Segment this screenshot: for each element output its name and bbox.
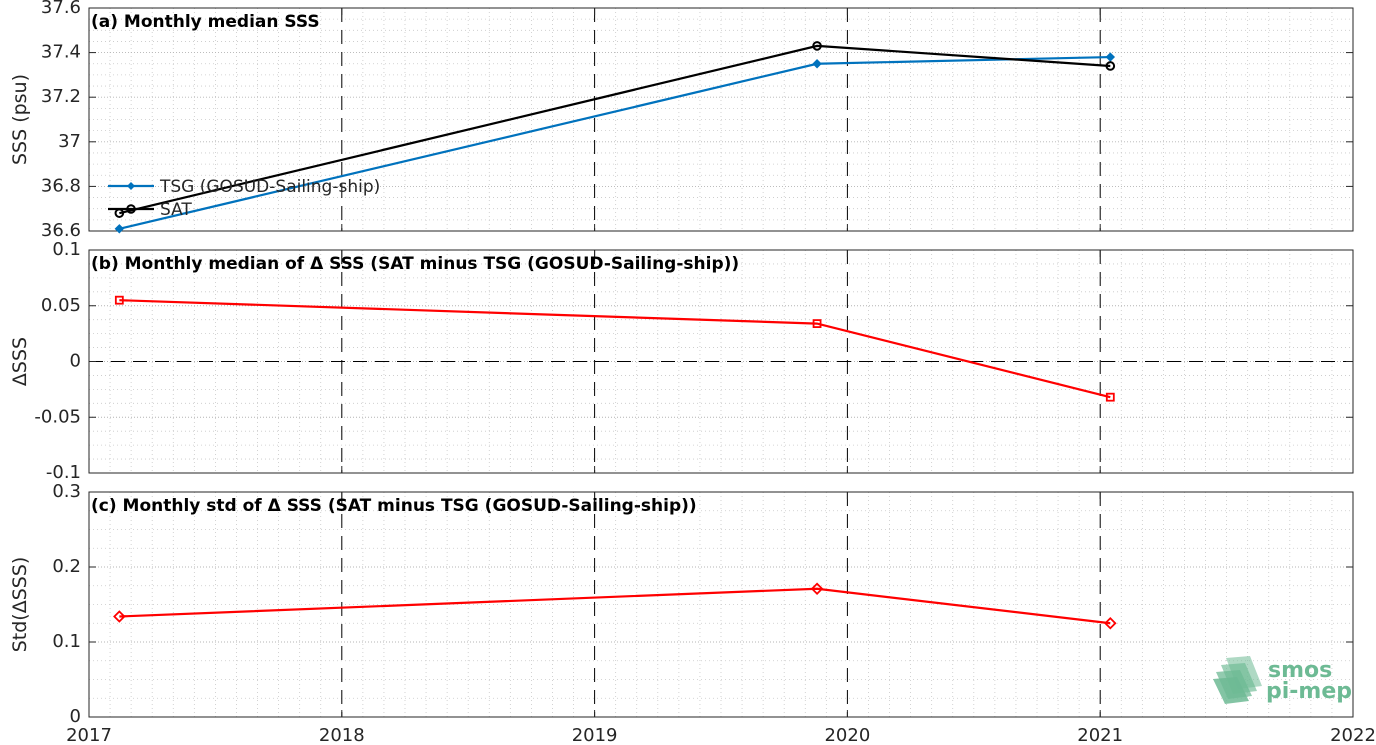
data-point bbox=[113, 610, 126, 623]
y-tick-label: -0.05 bbox=[34, 406, 81, 427]
panel-delta-sss: -0.1 -0.05 0 0.05 0.1 ΔSSS (b) Monthly median … bbox=[9, 239, 1354, 483]
y-axis-label: Std(ΔSSS) bbox=[9, 557, 31, 653]
axes-box bbox=[88, 491, 1354, 718]
legend-marker bbox=[126, 204, 136, 214]
legend: TSG (GOSUD-Sailing-ship) SAT bbox=[108, 177, 380, 220]
x-tick-label: 2019 bbox=[572, 725, 618, 745]
legend-label: SAT bbox=[160, 200, 192, 220]
panel-title: (c) Monthly std of Δ SSS (SAT minus TSG … bbox=[91, 496, 697, 516]
data-point bbox=[114, 295, 124, 305]
y-tick-label: 0.2 bbox=[52, 556, 81, 577]
panel-std-delta-sss: 0 0.1 0.2 0.3 2017 2018 2019 2020 2021 2022 Std(ΔS… bbox=[9, 481, 1376, 745]
y-tick-label: 0 bbox=[70, 351, 81, 372]
logo-shape bbox=[1213, 677, 1249, 704]
data-point bbox=[810, 582, 824, 596]
grid bbox=[89, 249, 1353, 474]
y-tick-label: -0.1 bbox=[46, 462, 81, 483]
series-line bbox=[119, 55, 1111, 230]
y-tick-label: 37.6 bbox=[41, 0, 81, 18]
panel-title: (a) Monthly median SSS bbox=[91, 12, 320, 32]
y-tick-label: 37.4 bbox=[41, 42, 81, 63]
data-point bbox=[812, 59, 822, 69]
axes-box bbox=[88, 7, 1354, 232]
x-tick-label: 2021 bbox=[1077, 725, 1123, 745]
x-tick-label: 2018 bbox=[319, 725, 365, 745]
grid bbox=[89, 7, 1353, 232]
x-tick-label: 2022 bbox=[1330, 725, 1376, 745]
y-axis-label: ΔSSS bbox=[9, 337, 31, 386]
data-point bbox=[1105, 61, 1116, 71]
series-line bbox=[119, 44, 1111, 215]
panel-sss: 36.6 36.8 37 37.2 37.4 37.6 SSS (psu) (a) Month… bbox=[9, 0, 1354, 241]
data-point bbox=[1105, 392, 1115, 402]
y-tick-label: 36.6 bbox=[41, 220, 81, 241]
y-tick-label: 37 bbox=[58, 131, 81, 152]
logo-line2: pi-mep bbox=[1266, 679, 1352, 704]
y-tick-label: 0.1 bbox=[52, 631, 81, 652]
data-point bbox=[1105, 52, 1116, 62]
y-axis-label: SSS (psu) bbox=[9, 74, 31, 165]
panel-title: (b) Monthly median of Δ SSS (SAT minus T… bbox=[91, 254, 739, 274]
data-point bbox=[1104, 616, 1117, 630]
legend-label: TSG (GOSUD-Sailing-ship) bbox=[159, 177, 380, 197]
legend-marker bbox=[127, 182, 135, 190]
logo-line1: smos bbox=[1268, 658, 1332, 683]
y-tick-label: 36.8 bbox=[41, 175, 81, 196]
y-tick-label: 0.1 bbox=[52, 239, 81, 260]
grid bbox=[89, 491, 1353, 718]
data-point bbox=[114, 224, 125, 234]
series-line bbox=[119, 299, 1111, 399]
y-tick-label: 0 bbox=[70, 706, 81, 727]
y-tick-label: 0.05 bbox=[41, 295, 81, 316]
y-tick-label: 0.3 bbox=[52, 481, 81, 502]
y-tick-label: 37.2 bbox=[41, 86, 81, 107]
x-tick-label: 2020 bbox=[824, 725, 870, 745]
data-point bbox=[812, 41, 822, 51]
data-point bbox=[812, 319, 822, 328]
x-tick-label: 2017 bbox=[66, 725, 112, 745]
series-line bbox=[119, 587, 1111, 625]
